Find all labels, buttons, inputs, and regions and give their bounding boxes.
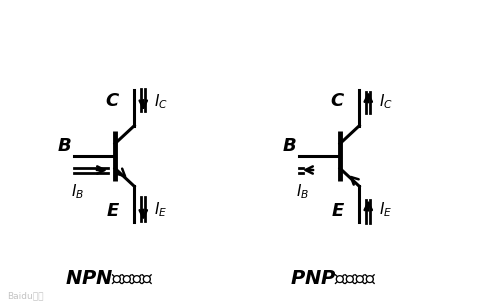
Text: Baidu百科: Baidu百科 bbox=[8, 291, 44, 300]
Text: $\mathit{I}_B$: $\mathit{I}_B$ bbox=[72, 182, 85, 201]
Text: $\mathit{I}_E$: $\mathit{I}_E$ bbox=[154, 200, 168, 219]
Text: $\bfit{E}$: $\bfit{E}$ bbox=[331, 201, 345, 219]
Text: $\mathit{I}_C$: $\mathit{I}_C$ bbox=[379, 92, 393, 111]
Text: $\bfit{B}$: $\bfit{B}$ bbox=[282, 137, 296, 155]
Text: $\bfit{C}$: $\bfit{C}$ bbox=[105, 92, 120, 110]
Text: $\bfit{C}$: $\bfit{C}$ bbox=[330, 92, 345, 110]
Text: $\bfit{NPN}$型三极管: $\bfit{NPN}$型三极管 bbox=[65, 270, 154, 287]
Text: $\mathit{I}_B$: $\mathit{I}_B$ bbox=[296, 182, 310, 201]
Text: $\bfit{PNP}$型三极管: $\bfit{PNP}$型三极管 bbox=[290, 270, 376, 287]
Text: $\mathit{I}_C$: $\mathit{I}_C$ bbox=[154, 92, 168, 111]
Text: $\bfit{E}$: $\bfit{E}$ bbox=[106, 201, 120, 219]
Text: $\mathit{I}_E$: $\mathit{I}_E$ bbox=[379, 200, 392, 219]
Text: $\bfit{B}$: $\bfit{B}$ bbox=[56, 137, 72, 155]
